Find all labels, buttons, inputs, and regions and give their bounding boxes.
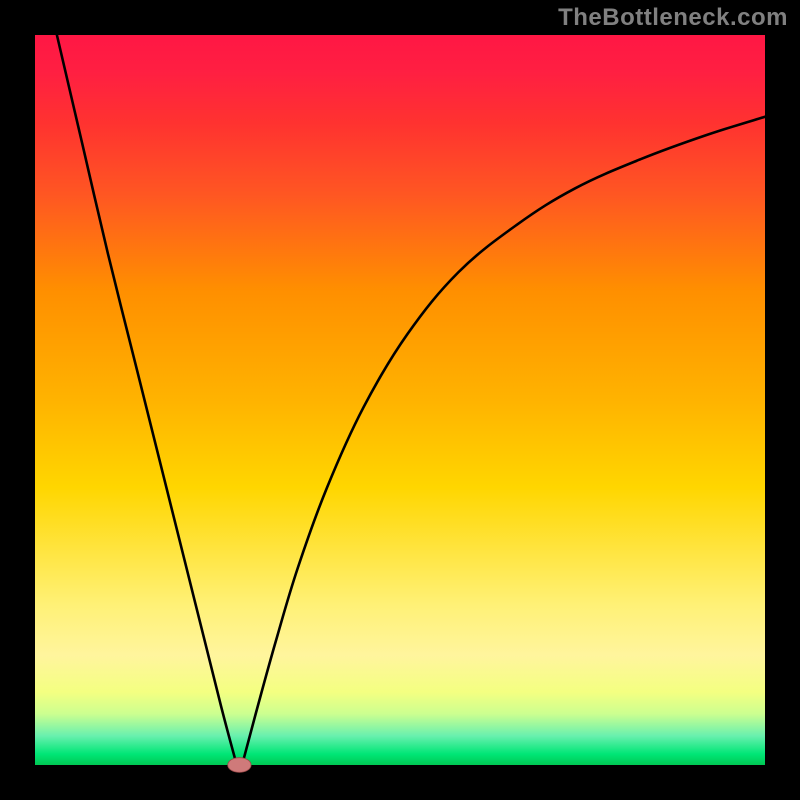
watermark-text: TheBottleneck.com — [558, 4, 788, 32]
bottleneck-chart — [0, 0, 800, 800]
minimum-marker — [228, 758, 251, 773]
chart-container: TheBottleneck.com — [0, 0, 800, 800]
